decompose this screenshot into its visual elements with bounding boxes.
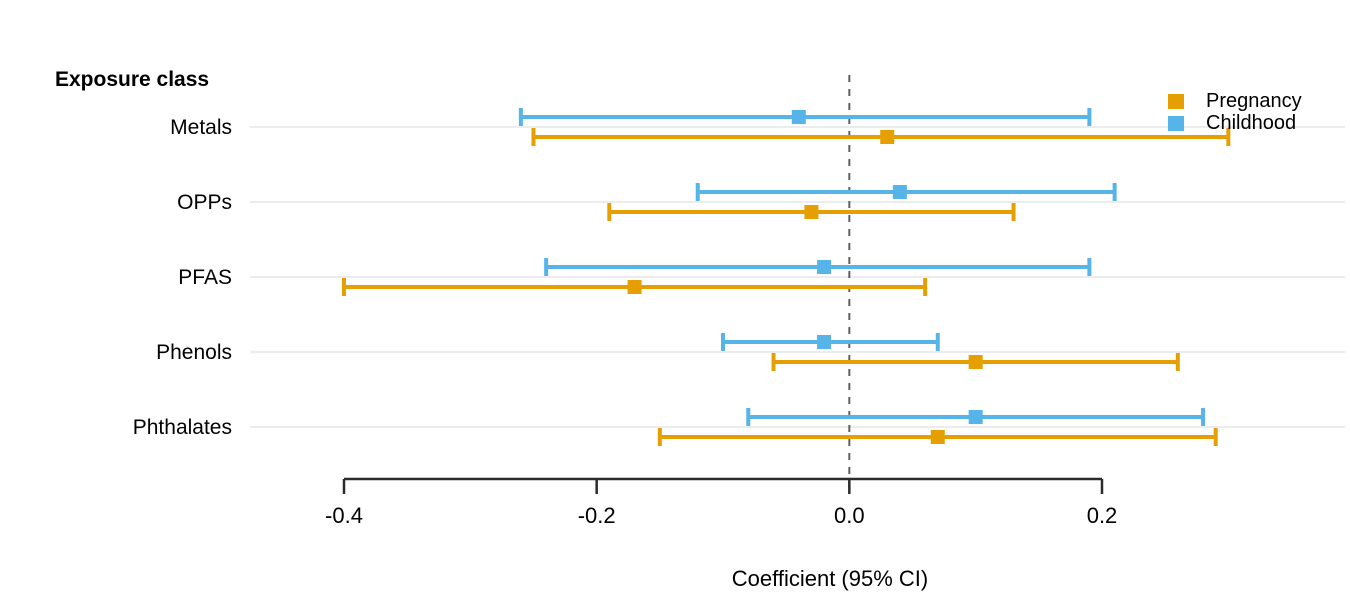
- childhood-swatch-icon: [1168, 115, 1184, 131]
- legend-item-pregnancy: Pregnancy: [1168, 90, 1302, 112]
- estimate-marker-pregnancy-phthalates: [930, 430, 945, 444]
- legend-label-childhood: Childhood: [1206, 111, 1297, 134]
- legend: Pregnancy Childhood: [1168, 90, 1302, 134]
- exposure-class-heading: Exposure class: [55, 68, 210, 91]
- category-label-opps: OPPs: [177, 191, 232, 214]
- x-axis-tick-label: -0.4: [325, 503, 363, 528]
- pregnancy-swatch-icon: [1168, 93, 1184, 109]
- x-axis-title: Coefficient (95% CI): [731, 566, 929, 591]
- category-label-metals: Metals: [170, 116, 232, 139]
- category-label-phthalates: Phthalates: [133, 416, 232, 439]
- x-axis-tick-label: 0.0: [834, 503, 865, 528]
- estimate-marker-childhood-metals: [791, 110, 806, 124]
- estimate-marker-pregnancy-opps: [804, 205, 819, 219]
- estimate-marker-childhood-opps: [892, 185, 907, 199]
- estimate-marker-pregnancy-pfas: [627, 280, 642, 294]
- estimate-marker-pregnancy-metals: [880, 130, 895, 144]
- category-label-phenols: Phenols: [156, 341, 232, 364]
- legend-item-childhood: Childhood: [1168, 112, 1302, 134]
- estimate-marker-childhood-pfas: [817, 260, 832, 274]
- category-label-pfas: PFAS: [178, 266, 232, 289]
- estimate-marker-childhood-phenols: [817, 335, 832, 349]
- estimate-marker-pregnancy-phenols: [968, 355, 983, 369]
- x-axis-tick-label: 0.2: [1087, 503, 1118, 528]
- estimate-marker-childhood-phthalates: [968, 410, 983, 424]
- x-axis-tick-label: -0.2: [578, 503, 616, 528]
- legend-label-pregnancy: Pregnancy: [1206, 89, 1302, 112]
